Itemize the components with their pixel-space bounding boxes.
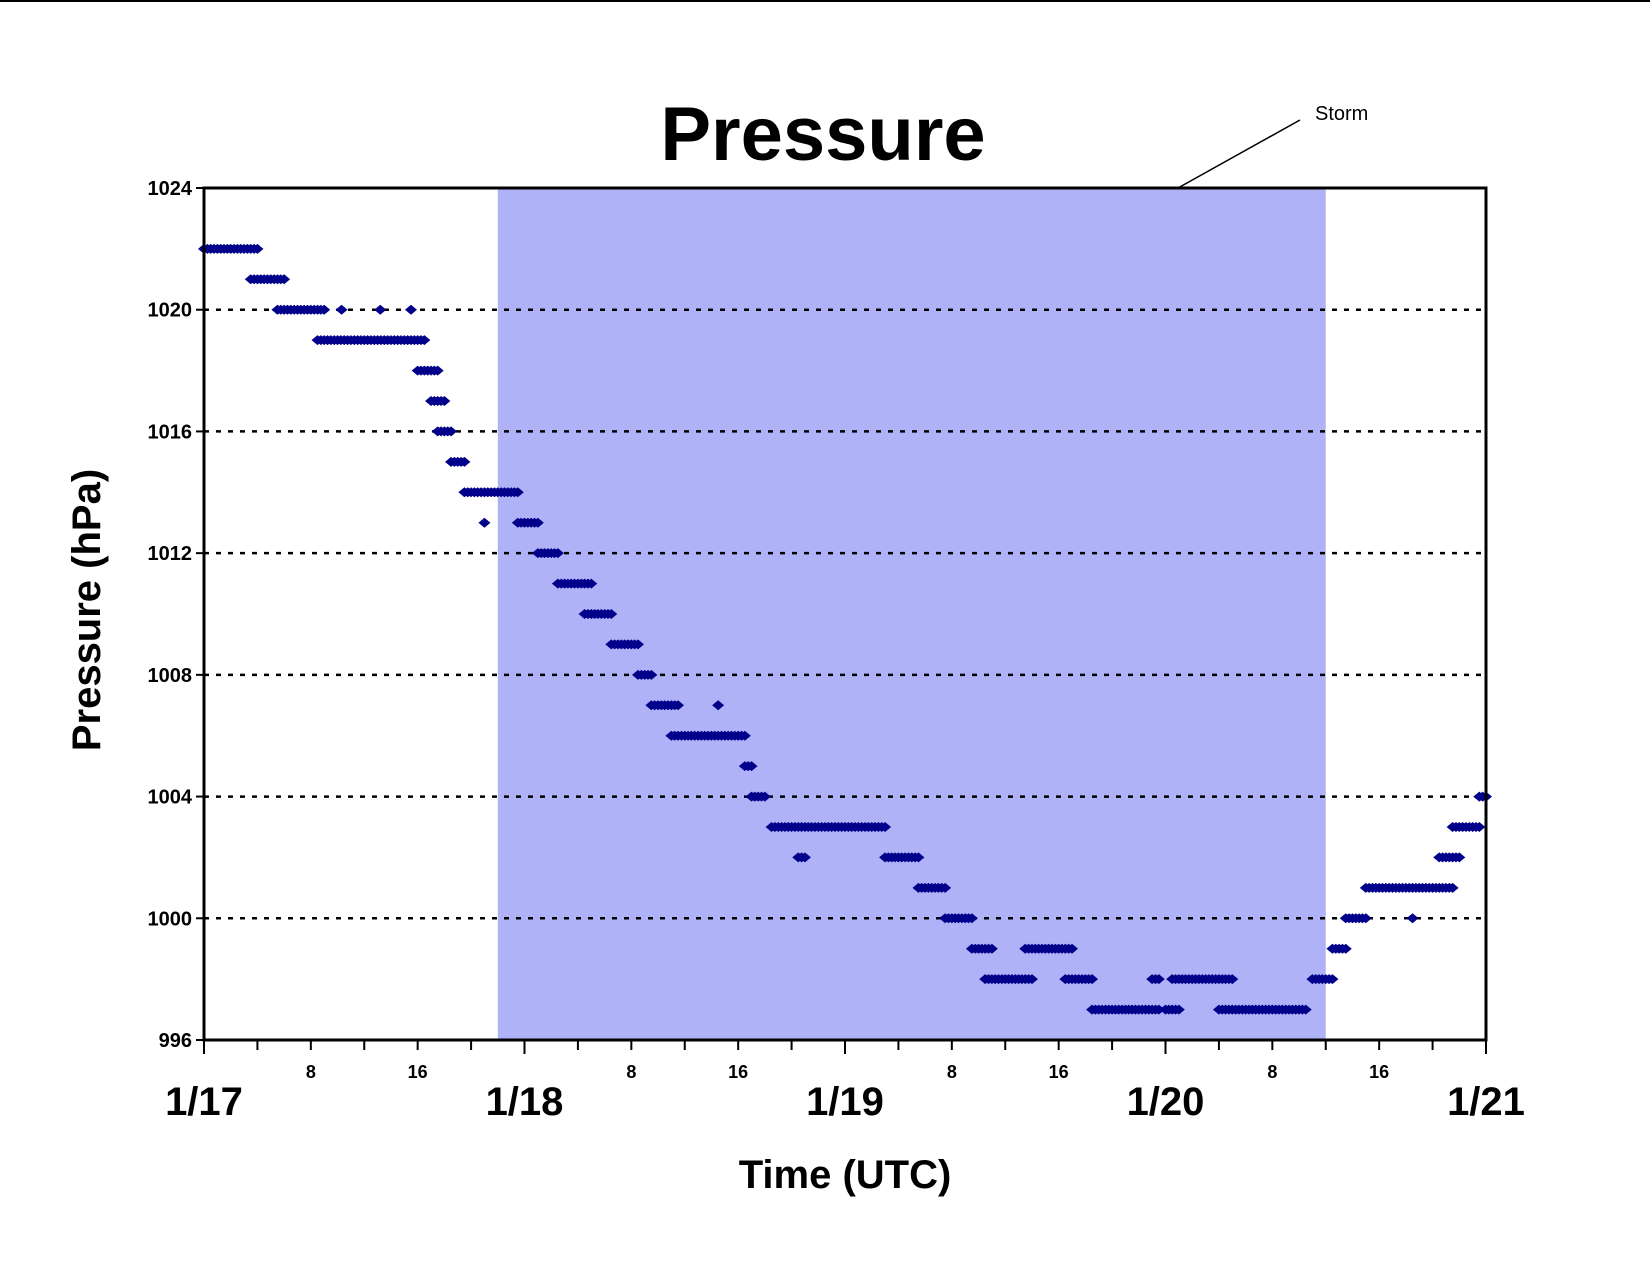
data-point: [1473, 822, 1486, 832]
data-point: [1299, 1004, 1312, 1015]
data-point: [1446, 882, 1459, 893]
x-date-label: 1/17: [165, 1080, 243, 1124]
storm-shaded-region: [497, 188, 1326, 1040]
x-date-label: 1/19: [806, 1080, 884, 1124]
y-tick-label: 1016: [148, 421, 193, 443]
data-point: [1406, 913, 1419, 924]
data-point: [374, 304, 387, 315]
data-point: [738, 730, 751, 741]
x-axis-ticks: 8 16 8 16 8 16 8 16 1/17 1/18 1/19 1/20 1/21: [165, 1040, 1525, 1124]
data-point: [965, 913, 978, 924]
data-points: [198, 243, 1492, 1015]
data-point: [879, 822, 892, 832]
data-point: [278, 274, 291, 285]
y-tick-label: 1000: [148, 908, 193, 930]
x-hour-label: 16: [408, 1062, 428, 1082]
data-point: [798, 852, 811, 863]
x-hour-label: 16: [1369, 1062, 1389, 1082]
data-point: [605, 609, 618, 619]
y-tick-label: 996: [159, 1030, 192, 1052]
data-point: [632, 639, 645, 650]
data-point: [1152, 1004, 1165, 1015]
storm-annotation-label: Storm: [1315, 103, 1368, 125]
data-point: [551, 548, 564, 559]
x-date-label: 1/20: [1127, 1080, 1205, 1124]
x-hour-label: 8: [626, 1062, 636, 1082]
storm-annotation-line: [1177, 119, 1301, 189]
x-hour-label: 8: [947, 1062, 957, 1082]
x-axis-label: Time (UTC): [739, 1153, 952, 1197]
data-point: [985, 943, 998, 954]
x-hour-label: 16: [728, 1062, 748, 1082]
data-point: [745, 761, 758, 772]
data-point: [335, 304, 348, 315]
y-tick-label: 1020: [148, 300, 193, 322]
y-tick-label: 1012: [148, 543, 193, 565]
data-point: [431, 365, 444, 376]
top-border-line: [0, 0, 1650, 2]
x-hour-label: 8: [306, 1062, 316, 1082]
data-point: [645, 669, 658, 680]
data-point: [912, 852, 925, 863]
data-point: [1152, 974, 1165, 985]
data-point: [758, 791, 771, 802]
data-point: [1359, 913, 1372, 924]
data-point: [458, 456, 471, 467]
data-point: [1226, 974, 1239, 985]
data-point: [712, 700, 725, 711]
data-point: [478, 517, 491, 528]
x-hour-label: 16: [1049, 1062, 1069, 1082]
x-hour-label: 8: [1267, 1062, 1277, 1082]
data-point: [1025, 974, 1038, 985]
data-point: [1326, 974, 1339, 985]
data-point: [585, 578, 598, 589]
data-point: [1086, 974, 1099, 985]
data-point: [672, 700, 685, 711]
x-date-label: 1/18: [486, 1080, 564, 1124]
y-axis-ticks: 1024 1020 1016 1012 1008 1004 1000 996: [148, 178, 204, 1052]
y-axis-label: Pressure (hPa): [65, 469, 109, 751]
gridlines: [204, 308, 1486, 920]
data-point: [1339, 943, 1352, 954]
data-point: [438, 396, 451, 406]
chart-title: Pressure: [660, 92, 985, 177]
data-point: [1172, 1004, 1185, 1015]
x-date-label: 1/21: [1447, 1080, 1525, 1124]
data-point: [418, 335, 431, 346]
y-tick-label: 1024: [148, 178, 193, 200]
data-point: [404, 304, 417, 315]
y-tick-label: 1004: [148, 787, 193, 809]
data-point: [1066, 943, 1079, 954]
data-point: [318, 304, 331, 315]
data-point: [1453, 852, 1466, 863]
data-point: [445, 426, 458, 437]
data-point: [511, 487, 524, 498]
data-point: [939, 882, 952, 893]
y-tick-label: 1008: [148, 665, 193, 687]
data-point: [251, 243, 264, 254]
data-point: [531, 517, 544, 528]
